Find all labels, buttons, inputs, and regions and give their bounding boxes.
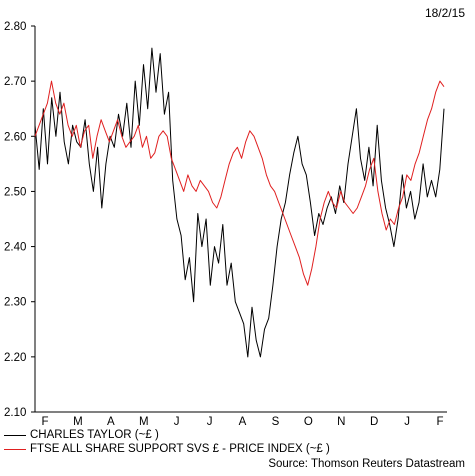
x-tick-label: A	[107, 416, 115, 428]
x-tick-label: F	[41, 416, 48, 428]
y-tick-label: 2.10	[4, 407, 26, 419]
y-tick-label: 2.50	[4, 186, 26, 198]
x-tick-label: F	[436, 416, 443, 428]
y-tick-label: 2.20	[4, 352, 26, 364]
x-tick-label: J	[174, 416, 180, 428]
y-tick-label: 2.80	[4, 21, 26, 33]
y-tick-label: 2.30	[4, 297, 26, 309]
legend-label: CHARLES TAYLOR (~£ )	[30, 429, 159, 441]
x-tick-label: N	[337, 416, 345, 428]
x-tick-label: J	[207, 416, 213, 428]
legend-swatch-red	[4, 448, 26, 450]
legend-swatch-black	[4, 434, 26, 436]
x-tick-label: A	[239, 416, 247, 428]
series-line-ftse-support	[34, 80, 445, 286]
legend-item-charles-taylor: CHARLES TAYLOR (~£ )	[4, 428, 330, 442]
source-note: Source: Thomson Reuters Datastream	[268, 458, 465, 470]
legend-item-ftse-support: FTSE ALL SHARE SUPPORT SVS £ - PRICE IND…	[4, 442, 330, 456]
y-tick-label: 2.70	[4, 76, 26, 88]
legend: CHARLES TAYLOR (~£ ) FTSE ALL SHARE SUPP…	[4, 428, 330, 456]
x-tick-label: D	[370, 416, 378, 428]
y-axis-ticks: 2.80 2.70 2.60 2.50 2.40 2.30 2.20 2.10	[4, 21, 35, 419]
chart-date: 18/2/15	[424, 6, 465, 20]
x-tick-label: S	[272, 416, 280, 428]
y-tick-label: 2.60	[4, 131, 26, 143]
x-tick-label: M	[139, 416, 149, 428]
y-tick-label: 2.40	[4, 242, 26, 254]
x-tick-label: M	[73, 416, 83, 428]
series-line-charles-taylor	[34, 47, 445, 358]
x-tick-label: J	[404, 416, 410, 428]
legend-label: FTSE ALL SHARE SUPPORT SVS £ - PRICE IND…	[30, 443, 330, 455]
x-tick-label: O	[304, 416, 313, 428]
series-group	[34, 47, 445, 358]
